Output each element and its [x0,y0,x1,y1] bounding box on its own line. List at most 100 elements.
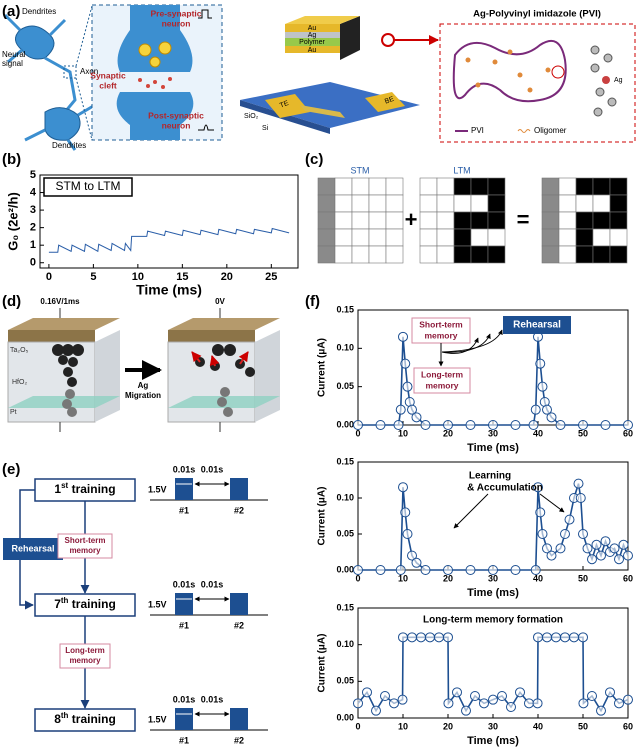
text-label: memory [69,546,101,555]
x-tick-label: 20 [443,721,453,731]
grid-cell [609,228,628,247]
text-label: TE [279,100,290,110]
annotation-box [413,367,471,394]
data-point [461,705,471,716]
grid-cell [453,245,472,264]
grid-cell [487,228,506,247]
data-point [591,539,602,550]
x-tick-label: 20 [221,271,233,283]
pulse-label: #2 [234,505,244,515]
grid-cell [385,177,404,196]
layer-label: Pt [10,409,17,416]
panel-label: (c) [305,151,323,168]
grid-cell [419,228,438,247]
data-point [393,420,404,430]
data-point [600,420,611,430]
text-label: Pre-synaptic [150,8,201,18]
data-point [623,550,633,561]
data-point [564,514,575,525]
data-point [530,565,541,575]
grid-cell [351,194,370,213]
data-point [537,381,548,392]
pulse-label: #2 [234,735,244,745]
grid-cell [453,177,472,196]
pulse-label: #1 [179,735,189,745]
x-tick-label: 10 [398,428,408,438]
grid-cell [419,177,438,196]
grid-cell [334,228,353,247]
annotation: memory [425,380,458,390]
x-tick-label: 10 [398,573,408,583]
grid-cell [592,245,611,264]
x-tick-label: 10 [132,271,144,283]
text-label: SiO₂ [244,113,259,120]
neuron-illustration [3,5,96,151]
layer-label: Au [308,25,317,32]
pulse-label: 0.01s [201,464,224,474]
data-point [411,557,422,568]
pulse-label: 1.5V [148,484,167,494]
x-tick-label: 30 [488,573,498,583]
grid-cell [351,211,370,230]
grid-cell [592,228,611,247]
data-point [420,420,431,430]
y-tick-label: 1 [30,239,36,251]
x-tick-label: 40 [533,573,543,583]
grid-cell [368,177,387,196]
data-point [443,420,453,430]
x-tick-label: 25 [265,271,277,283]
data-point [398,482,408,493]
text-label: Short-term [65,536,106,545]
grid-cell [575,211,594,230]
data-point [618,539,629,550]
data-point [407,404,417,415]
pvi-illustration [439,23,636,143]
data-point [411,412,422,423]
grid-cell [541,194,560,213]
x-tick-label: 50 [578,573,588,583]
y-tick-label: 5 [30,169,36,181]
x-tick-label: 20 [443,428,453,438]
annotation-arrow [453,493,489,529]
panel-label: (f) [305,293,320,310]
text-label: Synaptic [90,70,126,80]
pulse [230,478,248,500]
grid-cell [385,228,404,247]
x-tick-label: 0 [355,721,360,731]
y-tick-label: 0.10 [336,343,354,353]
data-point [609,543,620,554]
panel-label: (d) [2,293,21,310]
data-point [555,420,566,430]
grid-cell [317,228,336,247]
memory-box [59,643,111,669]
grid-cell [470,245,489,264]
y-tick-label: 0.05 [336,676,354,686]
layer-label: Polymer [299,39,325,46]
grid-cell [541,211,560,230]
data-point [542,632,552,643]
x-tick-label: 0 [355,573,360,583]
annotation-arrow [441,329,503,353]
x-tick-label: 15 [176,271,188,283]
training-box [34,593,136,617]
training-text: training [68,482,115,496]
data-point [400,507,411,518]
text-label: Ag [138,381,149,390]
x-tick-label: 0 [355,428,360,438]
data-point [353,420,363,430]
grid-cell [317,245,336,264]
grid-cell [436,228,455,247]
text-label: Si [262,125,269,132]
x-tick-label: 60 [623,428,633,438]
x-tick-label: 10 [398,721,408,731]
legend-label: Oligomer [534,126,567,135]
pulse-label: #2 [234,620,244,630]
annotation: & Accumulation [467,483,543,494]
training-label: 7th training [54,596,116,611]
data-point [488,694,498,705]
y-tick-label: 0.10 [336,492,354,502]
annotation: Long-term memory formation [423,615,563,626]
data-point [578,420,588,430]
data-point [614,698,624,709]
